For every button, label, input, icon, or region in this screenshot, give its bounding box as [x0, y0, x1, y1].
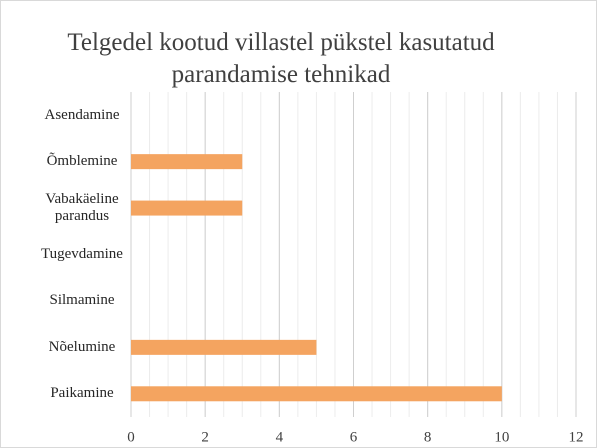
- x-tick-label: 12: [569, 429, 584, 445]
- x-tick-label: 0: [127, 429, 135, 445]
- x-tick-label: 4: [276, 429, 284, 445]
- x-tick-label: 8: [424, 429, 432, 445]
- bar: [131, 386, 502, 402]
- x-tick-label: 6: [350, 429, 358, 445]
- y-tick-label: Õmblemine: [46, 153, 118, 170]
- y-tick-label: Nõelumine: [48, 338, 116, 355]
- bar: [131, 200, 243, 216]
- x-tick-label: 2: [201, 429, 209, 445]
- y-tick-label: Asendamine: [44, 106, 120, 123]
- y-tick-label: Silmamine: [49, 292, 115, 309]
- y-tick-label: Paikamine: [50, 385, 114, 402]
- chart-title: Telgedel kootud villastel pükstel kasuta…: [67, 29, 495, 88]
- bar: [131, 339, 317, 355]
- y-tick-label: Tugevdamine: [41, 246, 123, 262]
- bar: [131, 154, 243, 170]
- x-tick-label: 10: [494, 429, 509, 445]
- y-tick-label: Vabakäeline parandus: [45, 191, 119, 225]
